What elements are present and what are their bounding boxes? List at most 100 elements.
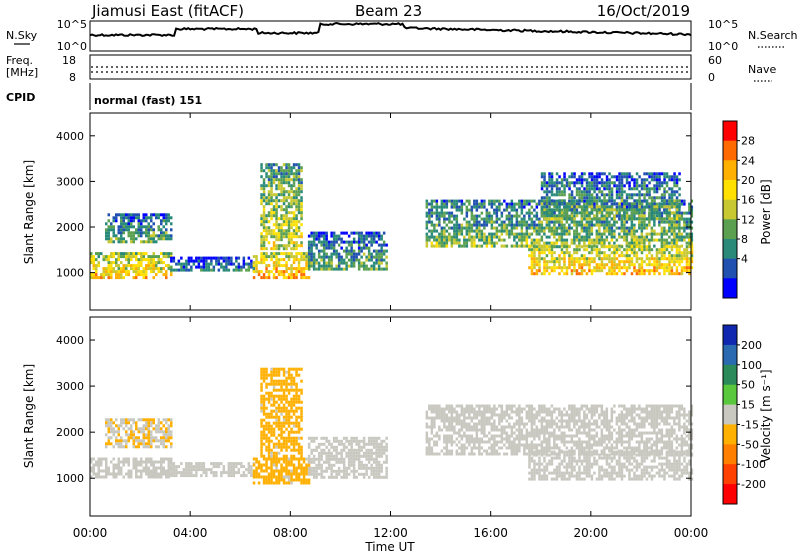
power-cell (678, 202, 681, 206)
velocity-cell (352, 475, 356, 479)
power-cell (250, 259, 253, 263)
power-cell (380, 243, 383, 247)
power-cell (670, 257, 674, 261)
power-cell (515, 223, 519, 227)
power-cell (282, 190, 286, 194)
power-cell (568, 196, 571, 200)
power-cell (585, 248, 589, 252)
power-cell (548, 184, 551, 188)
power-cell (623, 205, 626, 209)
power-cell (503, 244, 506, 248)
power-cell (615, 202, 619, 206)
velocity-cell (425, 437, 429, 441)
power-cell (600, 257, 604, 261)
power-cell (380, 237, 383, 241)
velocity-cell (267, 397, 271, 401)
power-cell (475, 244, 479, 248)
power-cell (563, 251, 566, 255)
velocity-cell (225, 471, 228, 475)
power-cell (568, 187, 571, 191)
power-cell (675, 217, 679, 221)
velocity-cell (370, 466, 373, 470)
power-cell (125, 252, 128, 256)
power-cell (252, 264, 256, 268)
power-cell (518, 238, 521, 242)
velocity-cell (270, 481, 273, 485)
velocity-cell (127, 436, 130, 440)
power-cell (655, 205, 659, 209)
velocity-cell (360, 448, 363, 452)
power-cell (312, 264, 316, 268)
power-cell (292, 261, 296, 265)
power-cell (90, 273, 93, 277)
power-cell (590, 205, 594, 209)
power-cell (623, 190, 626, 194)
power-cell (560, 248, 564, 252)
power-cell (295, 202, 298, 206)
power-cell (648, 211, 651, 215)
power-cell (292, 258, 296, 262)
power-cell (330, 240, 333, 244)
power-cell (515, 241, 519, 245)
power-cell (685, 263, 689, 267)
power-cell (370, 243, 373, 247)
power-cell (590, 229, 594, 233)
velocity-cell (287, 424, 291, 428)
power-cell (493, 208, 496, 212)
velocity-cell (260, 475, 263, 479)
power-cell (540, 245, 544, 249)
power-cell (560, 238, 564, 242)
power-cell (370, 258, 373, 262)
power-cell (265, 226, 268, 230)
power-cell (125, 270, 128, 274)
power-cell (430, 208, 434, 212)
power-cell (593, 205, 596, 209)
power-cell (102, 276, 105, 280)
velocity-cell (97, 472, 100, 476)
power-cell (583, 217, 586, 221)
velocity-cell (90, 466, 93, 470)
power-cell (628, 205, 631, 209)
power-cell (440, 226, 444, 230)
power-cell (625, 181, 629, 185)
power-cell (435, 229, 439, 233)
power-cell (683, 235, 686, 239)
power-cell (110, 240, 113, 244)
velocity-cell (282, 394, 286, 398)
power-cell (590, 269, 594, 273)
power-cell (653, 205, 656, 209)
power-cell (583, 172, 586, 176)
power-cell (570, 181, 574, 185)
power-cell (280, 187, 283, 191)
power-cell (610, 232, 614, 236)
velocity-cell (325, 454, 328, 458)
power-cell (470, 205, 474, 209)
velocity-cell (140, 460, 143, 464)
velocity-cell (285, 427, 288, 431)
power-cell (655, 269, 659, 273)
power-cell (630, 248, 634, 252)
velocity-cell (107, 472, 110, 476)
power-cell (127, 228, 130, 232)
power-cell (460, 211, 464, 215)
power-cell (107, 255, 110, 259)
power-cell (613, 217, 616, 221)
power-cell (267, 273, 271, 277)
velocity-cell (292, 436, 296, 440)
power-cell (438, 235, 441, 239)
power-cell (110, 225, 113, 229)
velocity-cell (170, 445, 173, 449)
power-cell (165, 231, 168, 235)
power-cell (292, 247, 296, 251)
power-cell (588, 245, 591, 249)
cpid-value: normal (fast) 151 (94, 94, 202, 107)
power-cell (585, 214, 589, 218)
velocity-cell (282, 382, 286, 386)
power-cell (297, 184, 301, 188)
power-cell (608, 199, 611, 203)
power-cell (478, 238, 481, 242)
power-cell (523, 214, 526, 218)
velocity-cell (367, 466, 371, 470)
velocity-cell (300, 388, 303, 392)
velocity-cell (92, 466, 95, 470)
